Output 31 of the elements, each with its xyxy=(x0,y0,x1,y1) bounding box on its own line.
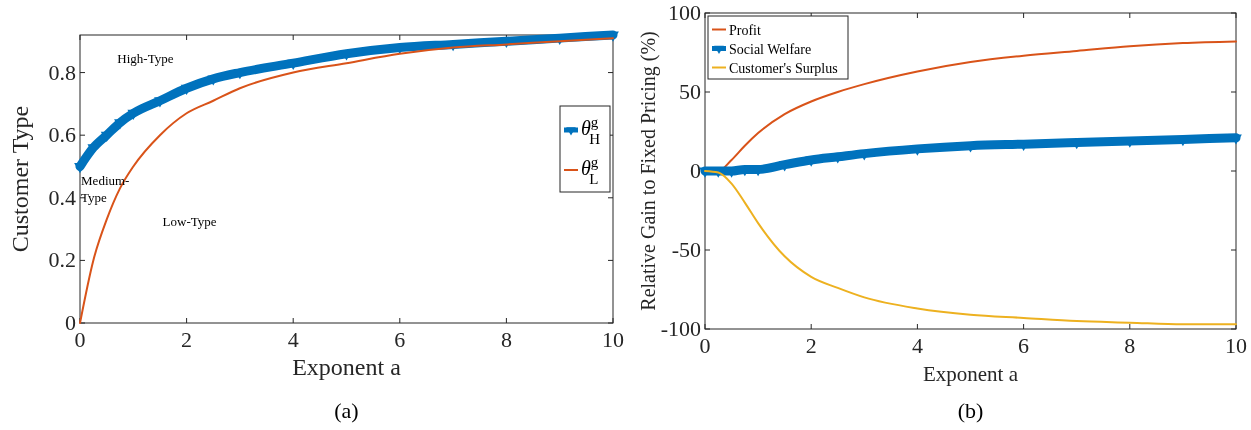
y-tick-label: 0 xyxy=(690,158,701,183)
y-tick-label: 0.6 xyxy=(48,122,76,148)
y-tick-label: 50 xyxy=(679,79,701,104)
annotation: High-Type xyxy=(117,51,174,67)
x-tick-label: 6 xyxy=(394,327,406,352)
y-axis-title: Customer Type xyxy=(7,105,33,253)
legend-label: Profit xyxy=(729,22,761,38)
text: (a) xyxy=(334,398,359,423)
x-axis-title: Exponent a xyxy=(292,354,402,380)
y-tick-label: 0 xyxy=(65,310,76,335)
x-tick-label: 6 xyxy=(1018,333,1030,358)
text: (b) xyxy=(957,398,984,423)
x-tick-label: 10 xyxy=(602,327,624,352)
x-axis-title: Exponent a xyxy=(922,362,1019,386)
y-tick-label: 0.4 xyxy=(48,184,76,210)
legend-label: Social Welfare xyxy=(729,41,812,57)
annotation: Low-Type xyxy=(162,213,217,229)
y-tick-label: 0.2 xyxy=(48,247,76,273)
y-tick-label: 100 xyxy=(668,0,701,25)
x-tick-label: 8 xyxy=(1124,333,1136,358)
y-tick-label: 0.8 xyxy=(48,59,76,85)
x-tick-label: 2 xyxy=(805,333,817,358)
legend-label: Customer's Surplus xyxy=(729,60,838,76)
y-tick-label: -100 xyxy=(660,316,701,341)
y-tick-label: -50 xyxy=(671,237,701,262)
x-tick-label: 2 xyxy=(181,327,193,352)
y-axis-title: Relative Gain to Fixed Pricing (%) xyxy=(637,31,660,311)
x-tick-label: 10 xyxy=(1225,333,1247,358)
x-tick-label: 8 xyxy=(500,327,512,352)
x-tick-label: 4 xyxy=(287,327,299,352)
x-tick-label: 4 xyxy=(911,333,923,358)
